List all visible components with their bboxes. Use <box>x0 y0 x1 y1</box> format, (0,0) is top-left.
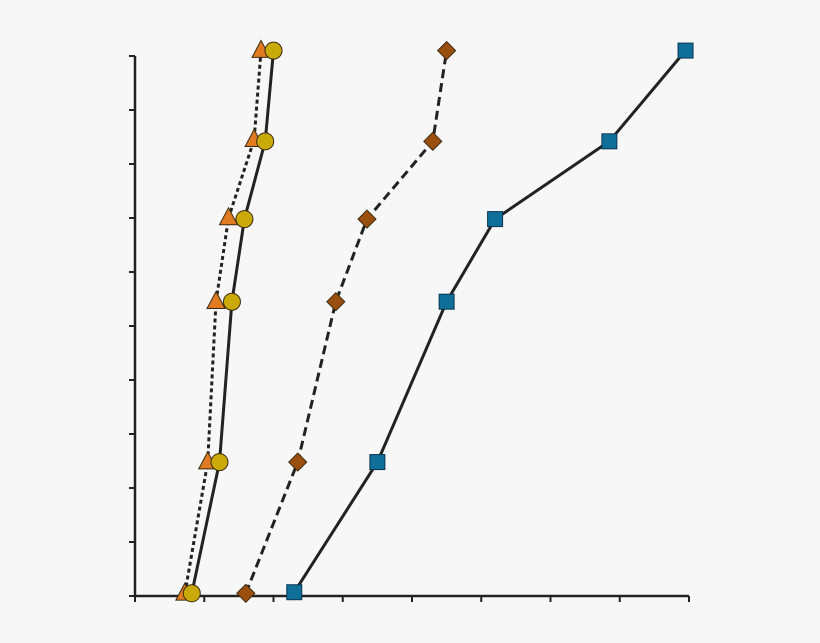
data-point <box>222 292 241 311</box>
series-layer <box>175 39 694 604</box>
data-point <box>235 210 254 229</box>
data-point <box>423 131 443 152</box>
data-point <box>601 133 618 150</box>
data-point <box>182 584 201 603</box>
series-line-triangle <box>183 50 263 594</box>
data-point <box>369 454 386 471</box>
axes <box>129 55 690 602</box>
data-point <box>487 211 504 228</box>
series-line-circle <box>190 50 275 594</box>
data-point <box>286 584 303 601</box>
series-square <box>286 42 694 601</box>
data-point <box>236 583 256 604</box>
data-point <box>288 452 308 472</box>
data-point <box>218 206 239 226</box>
series-line-diamond <box>244 50 449 594</box>
series-line-square <box>293 49 687 594</box>
series-diamond <box>236 40 457 604</box>
data-point <box>206 290 226 309</box>
data-point <box>264 41 283 60</box>
data-point <box>357 209 377 229</box>
data-point <box>436 40 457 61</box>
data-point <box>210 453 229 472</box>
data-point <box>256 132 275 151</box>
data-point <box>438 293 455 310</box>
series-circle <box>182 41 283 603</box>
data-point <box>677 42 694 59</box>
data-point <box>326 291 346 312</box>
